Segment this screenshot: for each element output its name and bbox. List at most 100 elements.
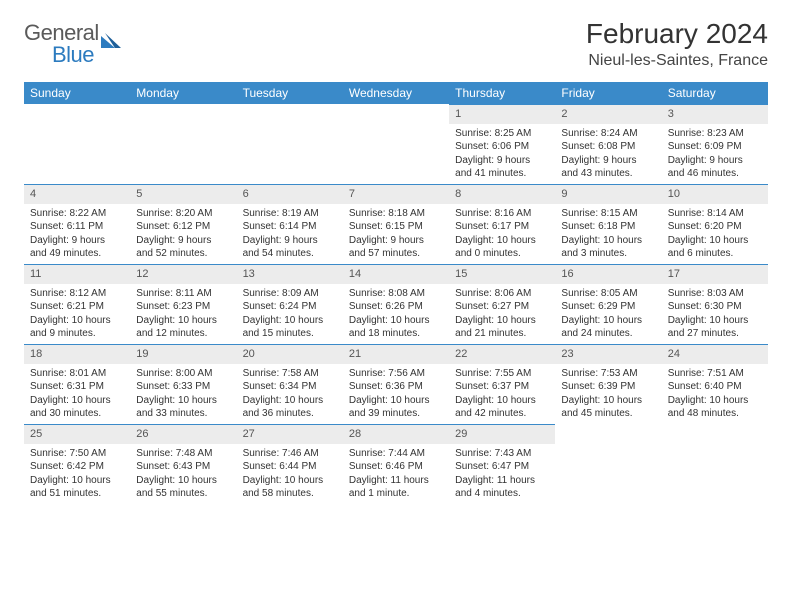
sunrise-text: Sunrise: 7:55 AM xyxy=(449,367,555,381)
sunrise-text: Sunrise: 8:19 AM xyxy=(237,207,343,221)
sunset-text: Sunset: 6:36 PM xyxy=(343,380,449,394)
logo-stack: General Blue xyxy=(24,20,121,68)
day-number: 25 xyxy=(24,424,130,444)
daylight-text-1: Daylight: 10 hours xyxy=(130,314,236,328)
day-cell: 28Sunrise: 7:44 AMSunset: 6:46 PMDayligh… xyxy=(343,424,449,504)
sunrise-text: Sunrise: 8:08 AM xyxy=(343,287,449,301)
day-cell: 15Sunrise: 8:06 AMSunset: 6:27 PMDayligh… xyxy=(449,264,555,344)
empty-cell xyxy=(662,424,768,504)
sunrise-text: Sunrise: 8:20 AM xyxy=(130,207,236,221)
sunset-text: Sunset: 6:34 PM xyxy=(237,380,343,394)
daylight-text-1: Daylight: 10 hours xyxy=(662,394,768,408)
daylight-text-2: and 6 minutes. xyxy=(662,247,768,261)
daylight-text-1: Daylight: 10 hours xyxy=(237,474,343,488)
day-cell: 8Sunrise: 8:16 AMSunset: 6:17 PMDaylight… xyxy=(449,184,555,264)
sunset-text: Sunset: 6:33 PM xyxy=(130,380,236,394)
day-cell: 17 Sunrise: 8:03 AMSunset: 6:30 PMDayligh… xyxy=(662,264,768,344)
daylight-text-2: and 54 minutes. xyxy=(237,247,343,261)
day-number: 11 xyxy=(24,264,130,284)
sunrise-text: Sunrise: 8:09 AM xyxy=(237,287,343,301)
sunrise-text: Sunrise: 7:48 AM xyxy=(130,447,236,461)
daylight-text-2: and 57 minutes. xyxy=(343,247,449,261)
sunset-text: Sunset: 6:46 PM xyxy=(343,460,449,474)
sunset-text: Sunset: 6:30 PM xyxy=(662,300,768,314)
sunrise-text: Sunrise: 7:43 AM xyxy=(449,447,555,461)
daylight-text-2: and 42 minutes. xyxy=(449,407,555,421)
day-number: 17 xyxy=(662,264,768,284)
day-number: 18 xyxy=(24,344,130,364)
day-number: 16 xyxy=(555,264,661,284)
sunset-text: Sunset: 6:12 PM xyxy=(130,220,236,234)
sunrise-text: Sunrise: 7:56 AM xyxy=(343,367,449,381)
title-block: February 2024 Nieul-les-Saintes, France xyxy=(586,18,768,70)
day-number: 5 xyxy=(130,184,236,204)
daylight-text-1: Daylight: 10 hours xyxy=(130,474,236,488)
location-label: Nieul-les-Saintes, France xyxy=(586,52,768,70)
daylight-text-2: and 18 minutes. xyxy=(343,327,449,341)
daylight-text-1: Daylight: 10 hours xyxy=(662,314,768,328)
daylight-text-1: Daylight: 10 hours xyxy=(237,394,343,408)
daylight-text-2: and 39 minutes. xyxy=(343,407,449,421)
sunset-text: Sunset: 6:26 PM xyxy=(343,300,449,314)
day-header: Wednesday xyxy=(343,82,449,104)
sunrise-text: Sunrise: 8:12 AM xyxy=(24,287,130,301)
day-number: 21 xyxy=(343,344,449,364)
sunrise-text: Sunrise: 8:03 AM xyxy=(662,287,768,301)
daylight-text-2: and 48 minutes. xyxy=(662,407,768,421)
sunrise-text: Sunrise: 7:58 AM xyxy=(237,367,343,381)
sunset-text: Sunset: 6:14 PM xyxy=(237,220,343,234)
daylight-text-2: and 49 minutes. xyxy=(24,247,130,261)
daylight-text-2: and 24 minutes. xyxy=(555,327,661,341)
daylight-text-1: Daylight: 10 hours xyxy=(24,394,130,408)
sunrise-text: Sunrise: 7:46 AM xyxy=(237,447,343,461)
sunset-text: Sunset: 6:24 PM xyxy=(237,300,343,314)
daylight-text-1: Daylight: 10 hours xyxy=(555,234,661,248)
day-number: 4 xyxy=(24,184,130,204)
week-row: 18Sunrise: 8:01 AMSunset: 6:31 PMDayligh… xyxy=(24,344,768,424)
empty-cell xyxy=(343,104,449,184)
day-cell: 7Sunrise: 8:18 AMSunset: 6:15 PMDaylight… xyxy=(343,184,449,264)
sunset-text: Sunset: 6:27 PM xyxy=(449,300,555,314)
daylight-text-1: Daylight: 11 hours xyxy=(449,474,555,488)
daylight-text-2: and 41 minutes. xyxy=(449,167,555,181)
sunrise-text: Sunrise: 8:06 AM xyxy=(449,287,555,301)
sunrise-text: Sunrise: 8:18 AM xyxy=(343,207,449,221)
day-header: Saturday xyxy=(662,82,768,104)
sunrise-text: Sunrise: 8:05 AM xyxy=(555,287,661,301)
day-cell: 11Sunrise: 8:12 AMSunset: 6:21 PMDayligh… xyxy=(24,264,130,344)
daylight-text-1: Daylight: 11 hours xyxy=(343,474,449,488)
daylight-text-2: and 55 minutes. xyxy=(130,487,236,501)
daylight-text-1: Daylight: 10 hours xyxy=(343,314,449,328)
day-cell: 26Sunrise: 7:48 AMSunset: 6:43 PMDayligh… xyxy=(130,424,236,504)
day-number: 24 xyxy=(662,344,768,364)
sunrise-text: Sunrise: 8:15 AM xyxy=(555,207,661,221)
sunrise-text: Sunrise: 8:22 AM xyxy=(24,207,130,221)
week-row: 1Sunrise: 8:25 AMSunset: 6:06 PMDaylight… xyxy=(24,104,768,184)
day-number: 6 xyxy=(237,184,343,204)
week-row: 4Sunrise: 8:22 AMSunset: 6:11 PMDaylight… xyxy=(24,184,768,264)
day-header: Monday xyxy=(130,82,236,104)
sunrise-text: Sunrise: 7:53 AM xyxy=(555,367,661,381)
daylight-text-2: and 1 minute. xyxy=(343,487,449,501)
day-number: 2 xyxy=(555,104,661,124)
day-cell: 14Sunrise: 8:08 AMSunset: 6:26 PMDayligh… xyxy=(343,264,449,344)
sunrise-text: Sunrise: 8:24 AM xyxy=(555,127,661,141)
calendar-grid: SundayMondayTuesdayWednesdayThursdayFrid… xyxy=(24,82,768,504)
sunset-text: Sunset: 6:08 PM xyxy=(555,140,661,154)
daylight-text-1: Daylight: 9 hours xyxy=(24,234,130,248)
day-number: 3 xyxy=(662,104,768,124)
daylight-text-1: Daylight: 9 hours xyxy=(555,154,661,168)
daylight-text-2: and 43 minutes. xyxy=(555,167,661,181)
day-header: Sunday xyxy=(24,82,130,104)
sunrise-text: Sunrise: 8:00 AM xyxy=(130,367,236,381)
sunrise-text: Sunrise: 8:01 AM xyxy=(24,367,130,381)
daylight-text-1: Daylight: 10 hours xyxy=(449,394,555,408)
daylight-text-2: and 12 minutes. xyxy=(130,327,236,341)
daylight-text-1: Daylight: 9 hours xyxy=(449,154,555,168)
sunset-text: Sunset: 6:09 PM xyxy=(662,140,768,154)
day-cell: 20Sunrise: 7:58 AMSunset: 6:34 PMDayligh… xyxy=(237,344,343,424)
sunset-text: Sunset: 6:29 PM xyxy=(555,300,661,314)
sunrise-text: Sunrise: 8:11 AM xyxy=(130,287,236,301)
day-cell: 5Sunrise: 8:20 AMSunset: 6:12 PMDaylight… xyxy=(130,184,236,264)
daylight-text-2: and 46 minutes. xyxy=(662,167,768,181)
